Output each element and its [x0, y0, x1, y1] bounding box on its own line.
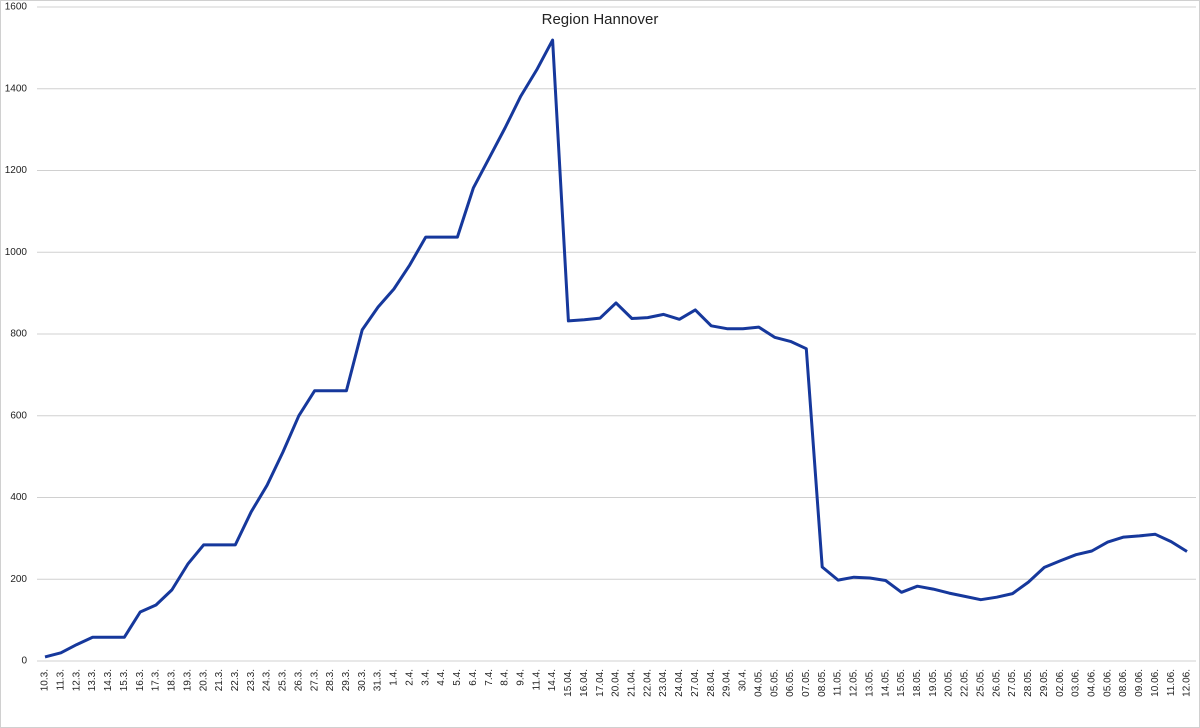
- x-tick-label: 30.3.: [357, 669, 368, 691]
- x-tick-label: 28.04.: [706, 669, 717, 697]
- x-tick-label: 20.3.: [198, 669, 209, 691]
- x-tick-label: 18.3.: [167, 669, 178, 691]
- x-tick-label: 03.06.: [1071, 669, 1082, 697]
- x-tick-label: 26.05.: [991, 669, 1002, 697]
- x-tick-label: 18.05.: [912, 669, 923, 697]
- x-tick-label: 25.05.: [975, 669, 986, 697]
- x-tick-label: 27.3.: [309, 669, 320, 691]
- x-tick-label: 4.4.: [436, 669, 447, 686]
- y-tick-label: 1200: [5, 165, 28, 176]
- x-tick-label: 31.3.: [373, 669, 384, 691]
- x-tick-label: 27.05.: [1007, 669, 1018, 697]
- x-tick-label: 22.05.: [960, 669, 971, 697]
- y-tick-label: 0: [21, 656, 27, 667]
- x-tick-label: 28.3.: [325, 669, 336, 691]
- x-tick-label: 14.05.: [880, 669, 891, 697]
- x-tick-label: 15.3.: [119, 669, 130, 691]
- x-tick-label: 11.4.: [531, 669, 542, 691]
- x-tick-label: 16.04.: [579, 669, 590, 697]
- x-tick-label: 9.4.: [515, 669, 526, 686]
- y-tick-label: 400: [10, 492, 27, 503]
- x-tick-label: 08.05.: [817, 669, 828, 697]
- x-tick-label: 26.3.: [293, 669, 304, 691]
- x-tick-label: 1.4.: [389, 669, 400, 686]
- x-tick-label: 14.4.: [547, 669, 558, 691]
- x-tick-label: 06.05.: [785, 669, 796, 697]
- x-tick-label: 10.3.: [40, 669, 51, 691]
- x-tick-label: 23.3.: [246, 669, 257, 691]
- x-tick-label: 30.4.: [738, 669, 749, 691]
- x-tick-label: 20.04.: [611, 669, 622, 697]
- y-tick-label: 1000: [5, 247, 28, 258]
- x-tick-label: 13.3.: [87, 669, 98, 691]
- x-tick-label: 29.04.: [722, 669, 733, 697]
- x-tick-label: 08.06.: [1118, 669, 1129, 697]
- x-tick-label: 16.3.: [135, 669, 146, 691]
- x-tick-label: 27.04.: [690, 669, 701, 697]
- x-tick-label: 12.06.: [1182, 669, 1193, 697]
- x-tick-label: 19.05.: [928, 669, 939, 697]
- x-tick-label: 12.3.: [71, 669, 82, 691]
- x-tick-label: 13.05.: [864, 669, 875, 697]
- x-tick-label: 05.06.: [1102, 669, 1113, 697]
- x-tick-label: 04.06.: [1086, 669, 1097, 697]
- x-tick-label: 7.4.: [484, 669, 495, 686]
- x-tick-label: 21.04.: [627, 669, 638, 697]
- data-line: [44, 38, 1188, 659]
- x-tick-label: 2.4.: [404, 669, 415, 686]
- x-tick-label: 22.3.: [230, 669, 241, 691]
- x-tick-label: 15.05.: [896, 669, 907, 697]
- x-tick-label: 23.04.: [658, 669, 669, 697]
- x-tick-label: 10.06.: [1150, 669, 1161, 697]
- x-tick-label: 11.06.: [1166, 669, 1177, 696]
- x-tick-label: 25.3.: [278, 669, 289, 691]
- x-tick-label: 07.05.: [801, 669, 812, 697]
- y-tick-label: 200: [10, 574, 27, 585]
- x-tick-label: 17.3.: [151, 669, 162, 691]
- x-tick-label: 15.04.: [563, 669, 574, 697]
- y-tick-label: 1600: [5, 2, 28, 13]
- x-tick-label: 21.3.: [214, 669, 225, 691]
- x-tick-label: 8.4.: [500, 669, 511, 686]
- x-tick-label: 09.06.: [1134, 669, 1145, 697]
- x-tick-label: 05.05.: [769, 669, 780, 697]
- x-tick-label: 28.05.: [1023, 669, 1034, 697]
- x-tick-label: 12.05.: [849, 669, 860, 697]
- x-tick-label: 11.3.: [56, 669, 67, 691]
- x-tick-label: 20.05.: [944, 669, 955, 697]
- chart-title: Region Hannover: [542, 11, 659, 28]
- y-tick-label: 600: [10, 410, 27, 421]
- x-tick-label: 04.05.: [753, 669, 764, 697]
- y-tick-label: 800: [10, 329, 27, 340]
- x-tick-label: 29.05.: [1039, 669, 1050, 697]
- x-tick-label: 5.4.: [452, 669, 463, 686]
- x-tick-label: 11.05.: [833, 669, 844, 696]
- x-tick-label: 3.4.: [420, 669, 431, 686]
- x-tick-label: 24.04.: [674, 669, 685, 697]
- x-tick-label: 24.3.: [262, 669, 273, 691]
- x-tick-label: 02.06.: [1055, 669, 1066, 697]
- x-tick-label: 19.3.: [182, 669, 193, 691]
- x-tick-label: 22.04.: [642, 669, 653, 697]
- x-tick-label: 14.3.: [103, 669, 114, 691]
- x-tick-label: 6.4.: [468, 669, 479, 686]
- y-tick-label: 1400: [5, 83, 28, 94]
- x-tick-label: 17.04.: [595, 669, 606, 697]
- x-tick-label: 29.3.: [341, 669, 352, 691]
